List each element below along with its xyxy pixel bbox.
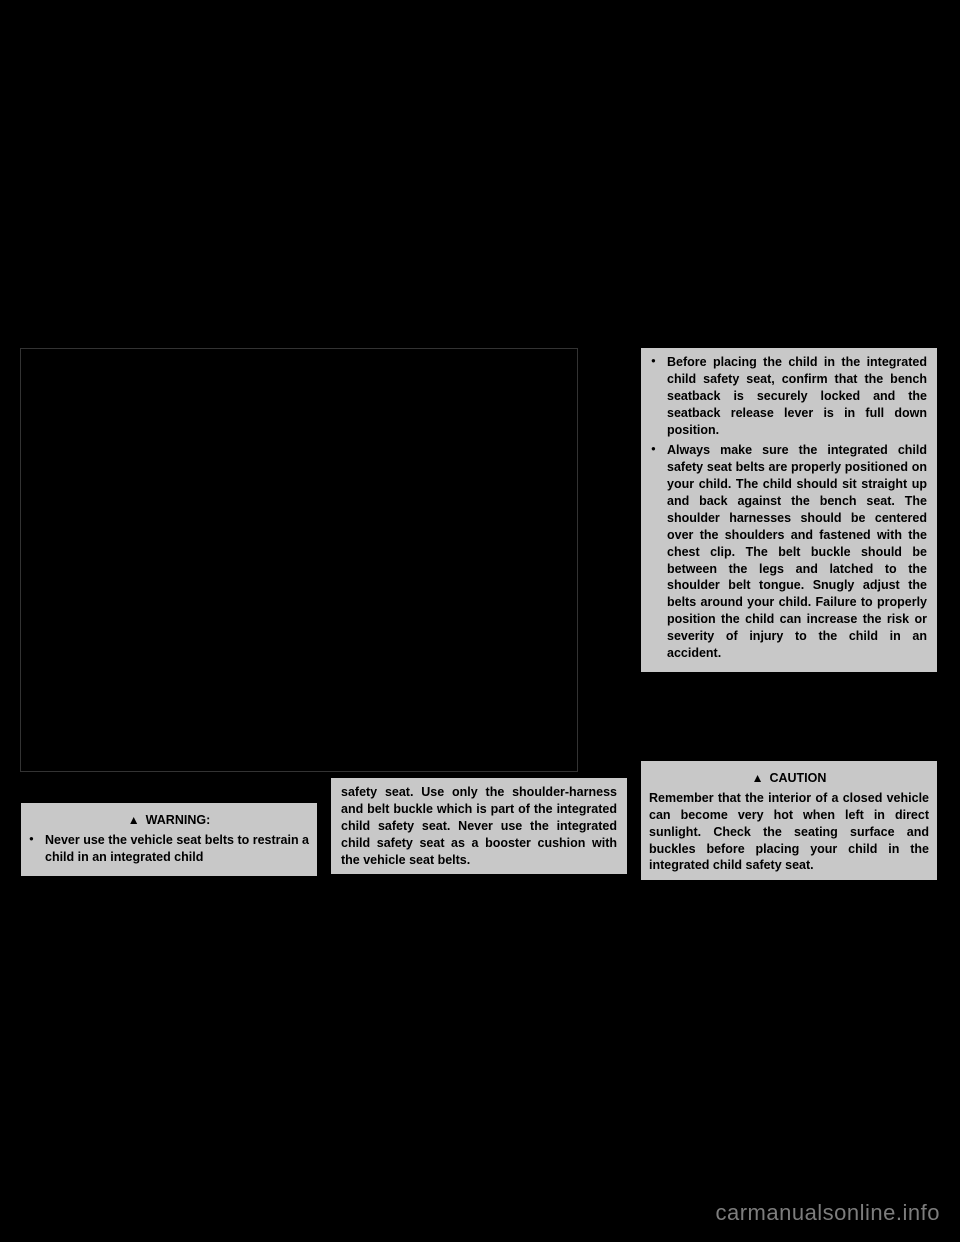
- warning-list-1: Never use the vehicle seat belts to rest…: [29, 832, 309, 866]
- warning-header: ▲ WARNING:: [29, 809, 309, 832]
- warning-box-2: safety seat. Use only the shoulder-harne…: [330, 778, 628, 875]
- caution-icon: ▲: [752, 770, 764, 786]
- warning-item: Always make sure the integrated child sa…: [651, 442, 927, 661]
- warning-list-3: Before placing the child in the integrat…: [649, 354, 929, 662]
- warning-box-3: Before placing the child in the integrat…: [640, 348, 938, 673]
- warning-box-1: ▲ WARNING: Never use the vehicle seat be…: [20, 802, 318, 877]
- warning-item: Never use the vehicle seat belts to rest…: [29, 832, 309, 866]
- warning-item: Before placing the child in the integrat…: [651, 354, 927, 438]
- caution-text: Remember that the interior of a closed v…: [649, 790, 929, 874]
- caution-box: ▲ CAUTION Remember that the interior of …: [640, 760, 938, 881]
- warning-header-text: WARNING:: [146, 812, 211, 829]
- warning-icon: ▲: [128, 812, 140, 828]
- caution-header: ▲ CAUTION: [649, 767, 929, 790]
- warning-continuation-text: safety seat. Use only the shoulder-harne…: [339, 784, 619, 868]
- watermark: carmanualsonline.info: [715, 1200, 940, 1226]
- illustration-placeholder: [20, 348, 578, 772]
- manual-page: ▲ WARNING: Never use the vehicle seat be…: [20, 348, 940, 908]
- caution-header-text: CAUTION: [769, 770, 826, 787]
